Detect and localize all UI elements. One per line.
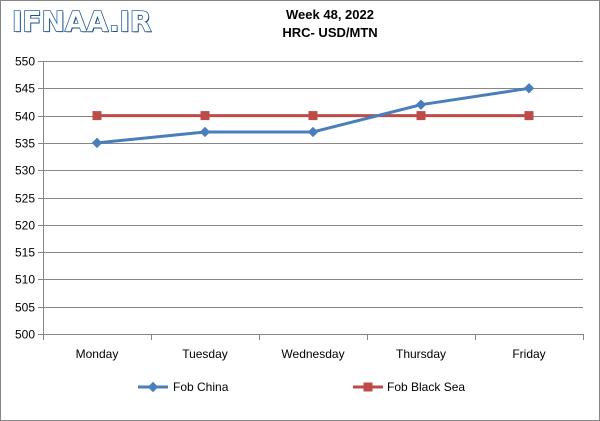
data-point bbox=[92, 111, 102, 121]
x-tick-label: Friday bbox=[512, 347, 545, 361]
chart-title: Week 48, 2022 bbox=[286, 7, 374, 22]
x-tick-label: Wednesday bbox=[281, 347, 344, 361]
legend-label: Fob China bbox=[173, 380, 229, 394]
x-tick-label: Thursday bbox=[396, 347, 446, 361]
legend-marker bbox=[147, 381, 159, 393]
data-point bbox=[199, 126, 211, 138]
y-tick-label: 510 bbox=[15, 273, 35, 287]
ifnaa-logo: IFNAA.IR bbox=[11, 5, 152, 38]
x-tick-label: Monday bbox=[76, 347, 119, 361]
legend: Fob China Fob Black Sea bbox=[138, 380, 465, 394]
y-tick-label: 525 bbox=[15, 192, 35, 206]
axes bbox=[38, 61, 584, 340]
data-point bbox=[200, 111, 210, 121]
chart-title-block: Week 48, 2022 HRC- USD/MTN bbox=[0, 6, 600, 42]
data-point bbox=[308, 111, 318, 121]
x-tick-label: Tuesday bbox=[182, 347, 228, 361]
y-tick-label: 500 bbox=[15, 328, 35, 342]
gridlines bbox=[43, 61, 583, 308]
y-tick-label: 515 bbox=[15, 246, 35, 260]
legend-entry: Fob Black Sea bbox=[353, 380, 465, 394]
chart-subtitle: HRC- USD/MTN bbox=[282, 25, 378, 40]
x-tick-labels: Monday Tuesday Wednesday Thursday Friday bbox=[76, 347, 546, 361]
data-point bbox=[307, 126, 319, 138]
series-fob-black-sea bbox=[92, 111, 534, 121]
data-point bbox=[523, 83, 535, 94]
data-point bbox=[416, 111, 426, 121]
y-tick-label: 530 bbox=[15, 164, 35, 178]
y-tick-label: 505 bbox=[15, 301, 35, 315]
y-tick-label: 545 bbox=[15, 82, 35, 96]
legend-entry: Fob China bbox=[138, 380, 229, 394]
series bbox=[91, 83, 535, 149]
y-tick-label: 520 bbox=[15, 219, 35, 233]
series-fob-china bbox=[91, 83, 535, 149]
legend-marker bbox=[363, 382, 373, 392]
y-tick-label: 535 bbox=[15, 137, 35, 151]
y-tick-labels: 500 505 510 515 520 525 530 535 540 545 550 bbox=[15, 55, 35, 342]
data-point bbox=[415, 99, 427, 110]
y-tick-label: 540 bbox=[15, 110, 35, 124]
data-point bbox=[91, 137, 103, 149]
legend-label: Fob Black Sea bbox=[387, 380, 465, 394]
y-tick-label: 550 bbox=[15, 55, 35, 69]
data-point bbox=[524, 111, 534, 121]
